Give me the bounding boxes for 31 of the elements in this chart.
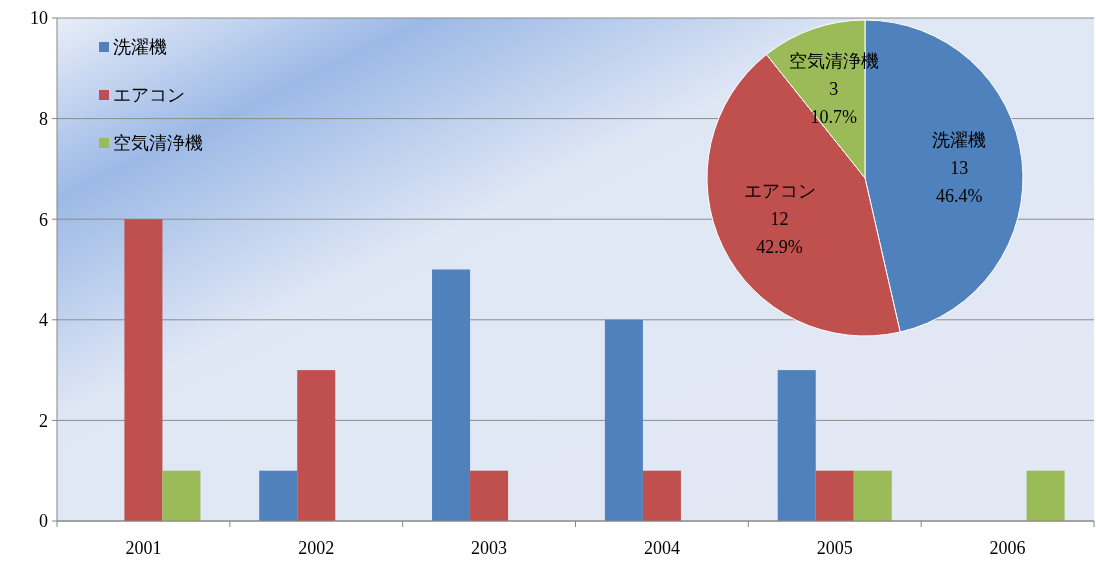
bar bbox=[259, 470, 298, 521]
bar bbox=[297, 370, 336, 521]
x-tick-label: 2004 bbox=[643, 538, 680, 558]
y-tick-label: 0 bbox=[39, 511, 48, 532]
bar bbox=[162, 470, 201, 521]
bar bbox=[124, 219, 163, 521]
bar bbox=[1026, 470, 1065, 521]
y-tick-label: 8 bbox=[39, 108, 48, 129]
bar bbox=[604, 319, 643, 521]
x-tick-label: 2003 bbox=[471, 538, 508, 558]
y-tick-label: 2 bbox=[39, 410, 48, 431]
data-label: 12 42.9% bbox=[756, 209, 803, 258]
x-tick-label: 2002 bbox=[298, 538, 335, 558]
bar bbox=[853, 470, 892, 521]
legend-label: エアコン bbox=[113, 84, 185, 106]
bar bbox=[470, 470, 509, 521]
bar bbox=[432, 269, 471, 521]
bar bbox=[815, 470, 854, 521]
data-label: 13 46.4% bbox=[935, 157, 983, 206]
x-tick-label: 2001 bbox=[125, 538, 162, 558]
x-tick-label: 2006 bbox=[989, 538, 1026, 558]
y-tick-label: 10 bbox=[30, 8, 48, 29]
bar bbox=[642, 470, 681, 521]
bar bbox=[777, 370, 816, 521]
y-tick-label: 4 bbox=[39, 310, 48, 331]
legend-label: 空気清浄機 bbox=[113, 132, 203, 154]
slice-label: エアコン bbox=[743, 180, 816, 202]
x-tick-label: 2005 bbox=[816, 538, 853, 558]
legend-label: 洗濯機 bbox=[113, 36, 167, 58]
slice-label: 洗濯機 bbox=[932, 128, 987, 150]
y-tick-label: 6 bbox=[39, 209, 48, 230]
